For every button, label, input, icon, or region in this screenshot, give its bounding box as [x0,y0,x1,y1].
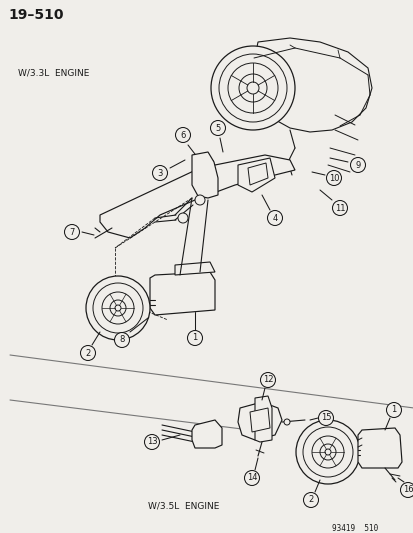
Circle shape [144,434,159,449]
Text: 10: 10 [328,174,338,182]
Text: 8: 8 [119,335,124,344]
Polygon shape [254,396,271,442]
Circle shape [93,283,142,333]
Circle shape [311,436,343,468]
Text: 14: 14 [246,473,256,482]
Circle shape [187,330,202,345]
Circle shape [114,333,129,348]
Circle shape [102,292,134,324]
Circle shape [115,305,121,311]
Text: 6: 6 [180,131,185,140]
Circle shape [211,46,294,130]
Polygon shape [192,420,221,448]
Text: 3: 3 [157,168,162,177]
Text: 12: 12 [262,376,273,384]
Circle shape [178,213,188,223]
Polygon shape [100,155,294,238]
Circle shape [350,157,365,173]
Circle shape [399,482,413,497]
Circle shape [228,63,277,113]
Circle shape [64,224,79,239]
Text: 11: 11 [334,204,344,213]
Circle shape [324,449,330,455]
Text: 13: 13 [146,438,157,447]
Circle shape [318,410,333,425]
Circle shape [218,54,286,122]
Text: 15: 15 [320,414,330,423]
Circle shape [195,195,204,205]
Circle shape [175,127,190,142]
Text: 19–510: 19–510 [8,8,63,22]
Text: 9: 9 [354,160,360,169]
Polygon shape [237,158,274,192]
Circle shape [283,419,289,425]
Polygon shape [175,262,214,275]
Circle shape [302,427,352,477]
Polygon shape [249,408,269,432]
Polygon shape [150,272,214,315]
Circle shape [152,166,167,181]
Circle shape [267,211,282,225]
Text: W/3.5L  ENGINE: W/3.5L ENGINE [147,502,219,511]
Text: 1: 1 [192,334,197,343]
Text: 5: 5 [215,124,220,133]
Text: 1: 1 [390,406,396,415]
Circle shape [326,171,341,185]
Text: 7: 7 [69,228,74,237]
Circle shape [247,82,259,94]
Circle shape [332,200,347,215]
Polygon shape [237,402,281,440]
Circle shape [386,402,401,417]
Circle shape [260,373,275,387]
Text: 2: 2 [308,496,313,505]
Polygon shape [252,38,371,132]
Circle shape [238,74,266,102]
Text: 2: 2 [85,349,90,358]
Polygon shape [192,152,218,198]
Text: W/3.3L  ENGINE: W/3.3L ENGINE [18,68,89,77]
Text: 16: 16 [402,486,412,495]
Circle shape [210,120,225,135]
Circle shape [303,492,318,507]
Circle shape [80,345,95,360]
Text: 93419  510: 93419 510 [331,524,377,533]
Circle shape [319,444,335,460]
Text: 4: 4 [272,214,277,222]
Circle shape [244,471,259,486]
Polygon shape [357,428,401,468]
Polygon shape [247,163,267,185]
Circle shape [295,420,359,484]
Circle shape [86,276,150,340]
Circle shape [110,300,126,316]
